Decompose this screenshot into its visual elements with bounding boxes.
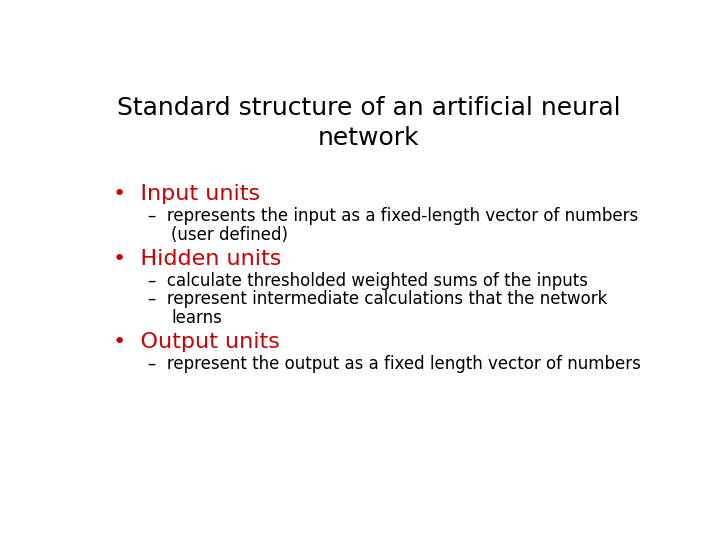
Text: –  represent intermediate calculations that the network: – represent intermediate calculations th… bbox=[148, 291, 608, 308]
Text: (user defined): (user defined) bbox=[171, 226, 289, 244]
Text: –  calculate thresholded weighted sums of the inputs: – calculate thresholded weighted sums of… bbox=[148, 272, 588, 290]
Text: –  represents the input as a fixed-length vector of numbers: – represents the input as a fixed-length… bbox=[148, 207, 639, 225]
Text: Standard structure of an artificial neural
network: Standard structure of an artificial neur… bbox=[117, 96, 621, 150]
Text: •  Hidden units: • Hidden units bbox=[113, 249, 282, 269]
Text: –  represent the output as a fixed length vector of numbers: – represent the output as a fixed length… bbox=[148, 355, 641, 373]
Text: •  Output units: • Output units bbox=[113, 332, 280, 352]
Text: •  Input units: • Input units bbox=[113, 184, 261, 204]
Text: learns: learns bbox=[171, 309, 222, 327]
